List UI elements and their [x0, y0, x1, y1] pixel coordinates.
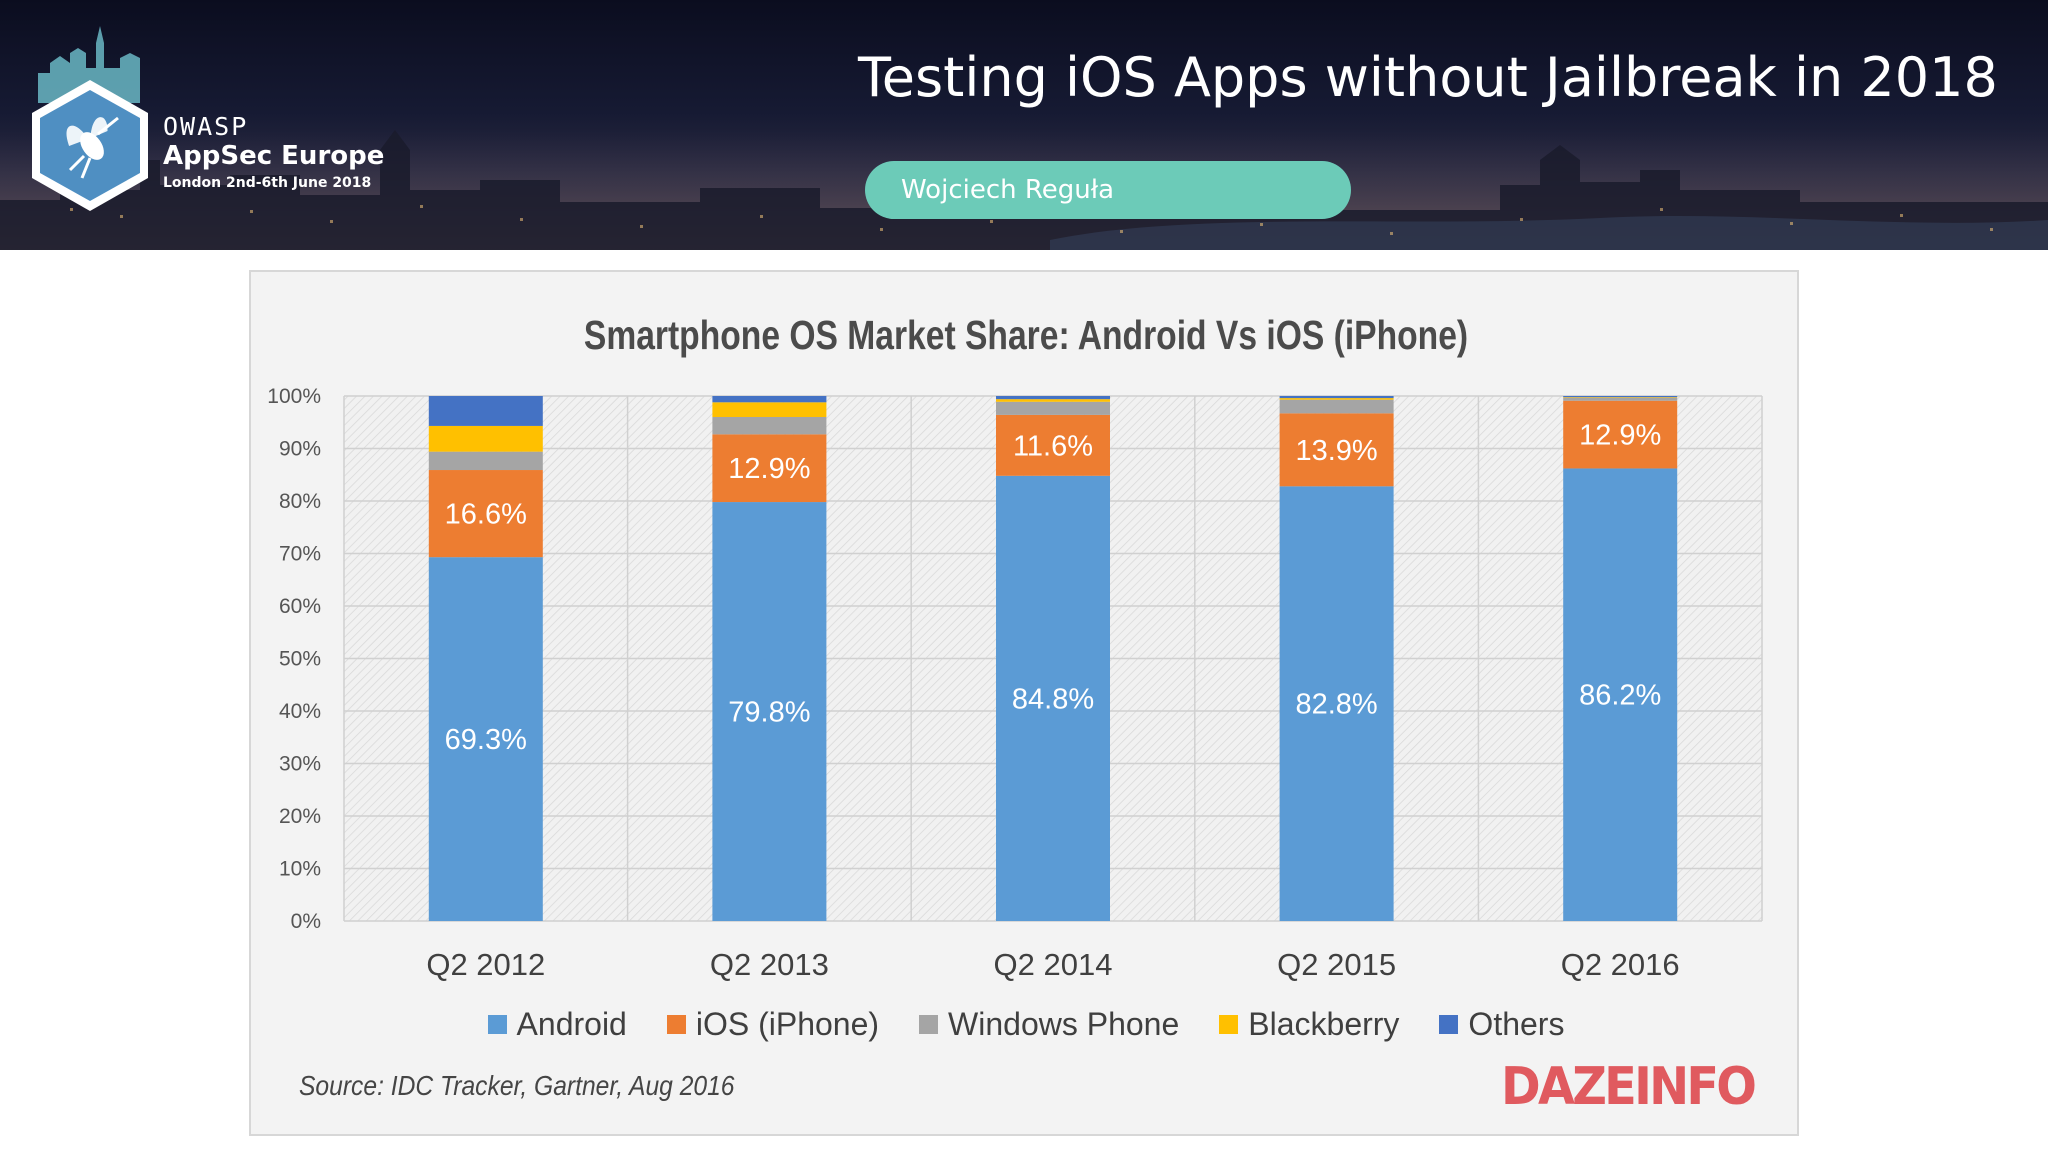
bar-segment-ios-iphone [1563, 400, 1678, 469]
dazeinfo-logo: DAZEINFO [1501, 1057, 1757, 1117]
legend-label: Blackberry [1248, 1006, 1400, 1042]
bar-segment-others [428, 396, 543, 426]
y-tick-label: 30% [279, 753, 321, 776]
y-tick-label: 40% [279, 700, 321, 723]
owasp-logo [20, 18, 360, 233]
chart-panel: Smartphone OS Market Share: Android Vs i… [249, 270, 1799, 1136]
bar-segment-blackberry [1563, 397, 1678, 398]
bar-segment-blackberry [712, 402, 827, 417]
data-label: 13.9% [1295, 435, 1377, 467]
legend-swatch [1219, 1015, 1239, 1034]
x-tick-label: Q2 2016 [1561, 947, 1680, 982]
bar-segment-ios-iphone [712, 434, 827, 503]
y-tick-label: 100% [267, 385, 321, 408]
data-label: 84.8% [1012, 683, 1094, 715]
bar-segment-android [996, 475, 1110, 921]
bar-segment-others [1279, 396, 1394, 399]
data-label: 11.6% [1013, 430, 1093, 462]
legend-item: Others [1439, 1006, 1564, 1043]
stacked-bar-chart: 69.3% 16.6% 79.8% 12.9% 84.8% 11.6% 82.8% 13.9%… [267, 385, 1763, 982]
legend-item: Windows Phone [919, 1006, 1179, 1043]
bar-segment-android [1563, 468, 1678, 921]
x-tick-label: Q2 2012 [426, 947, 545, 982]
y-tick-label: 20% [279, 805, 321, 828]
legend-label: iOS (iPhone) [695, 1006, 880, 1042]
bar-segment-blackberry [428, 425, 543, 452]
bar-segment-others [712, 396, 827, 403]
x-axis-tick-labels: Q2 2012 Q2 2013 Q2 2014 Q2 2015 Q2 2016 [426, 947, 1679, 982]
y-tick-label: 50% [279, 648, 321, 671]
legend-item: Blackberry [1219, 1006, 1399, 1043]
x-tick-label: Q2 2015 [1277, 947, 1396, 982]
legend-swatch [919, 1015, 939, 1034]
owasp-wordmark: OWASP [163, 112, 249, 141]
bar-segment-windows-phone [712, 417, 827, 435]
legend-item: iOS (iPhone) [666, 1006, 880, 1043]
x-tick-label: Q2 2013 [710, 947, 829, 982]
y-axis-tick-labels: 0% 10% 20% 30% 40% 50% 60% 70% 80% 90% 100% [267, 385, 321, 933]
legend-swatch [487, 1015, 507, 1034]
y-tick-label: 70% [279, 543, 321, 566]
chart-title: Smartphone OS Market Share: Android Vs i… [583, 312, 1469, 358]
city-skyline-background [0, 130, 2048, 250]
data-label: 82.8% [1295, 689, 1377, 721]
bar-segment-windows-phone [1563, 397, 1678, 401]
y-tick-label: 80% [279, 490, 321, 513]
source-note: Source: IDC Tracker, Gartner, Aug 2016 [299, 1070, 735, 1101]
legend-item: Android [487, 1006, 627, 1043]
bar-segment-ios-iphone [996, 414, 1110, 476]
legend-label: Android [516, 1006, 627, 1042]
y-tick-label: 0% [291, 910, 321, 933]
data-label: 86.2% [1579, 680, 1661, 712]
bar-segment-ios-iphone [1279, 413, 1394, 487]
y-tick-label: 10% [279, 858, 321, 881]
event-name: AppSec Europe [163, 141, 385, 171]
legend-swatch [666, 1015, 686, 1034]
bar-segment-windows-phone [428, 451, 543, 471]
bar-segment-others [996, 396, 1110, 400]
y-tick-label: 90% [279, 438, 321, 461]
bar-segment-blackberry [1279, 398, 1394, 400]
bar-segment-blackberry [996, 399, 1110, 402]
speaker-name-badge: Wojciech Reguła [865, 161, 1351, 219]
bar-segment-android [428, 557, 543, 921]
bar-segment-android [1279, 486, 1394, 921]
legend-label: Others [1468, 1006, 1565, 1042]
data-label: 79.8% [728, 697, 810, 729]
legend-label: Windows Phone [948, 1006, 1180, 1042]
bar-segment-others [1563, 396, 1678, 398]
bar-segment-android [712, 502, 827, 921]
bar-segment-windows-phone [996, 401, 1110, 415]
bar-segment-windows-phone [1279, 399, 1394, 414]
legend-swatch [1439, 1015, 1459, 1034]
bars: 69.3% 16.6% 79.8% 12.9% 84.8% 11.6% 82.8% 13.9%… [428, 396, 1678, 921]
y-tick-label: 60% [279, 595, 321, 618]
data-label: 69.3% [445, 724, 527, 756]
data-label: 12.9% [728, 453, 810, 485]
chart-legend: Android iOS (iPhone) Windows Phone Blackber… [251, 1006, 1801, 1043]
event-date: London 2nd-6th June 2018 [163, 175, 372, 191]
data-label: 16.6% [445, 499, 527, 531]
bar-segment-ios-iphone [428, 470, 543, 558]
x-tick-label: Q2 2014 [994, 947, 1113, 982]
data-label: 12.9% [1579, 420, 1661, 452]
talk-title: Testing iOS Apps without Jailbreak in 20… [858, 46, 1998, 109]
conference-banner: OWASP AppSec Europe London 2nd-6th June … [0, 0, 2048, 250]
